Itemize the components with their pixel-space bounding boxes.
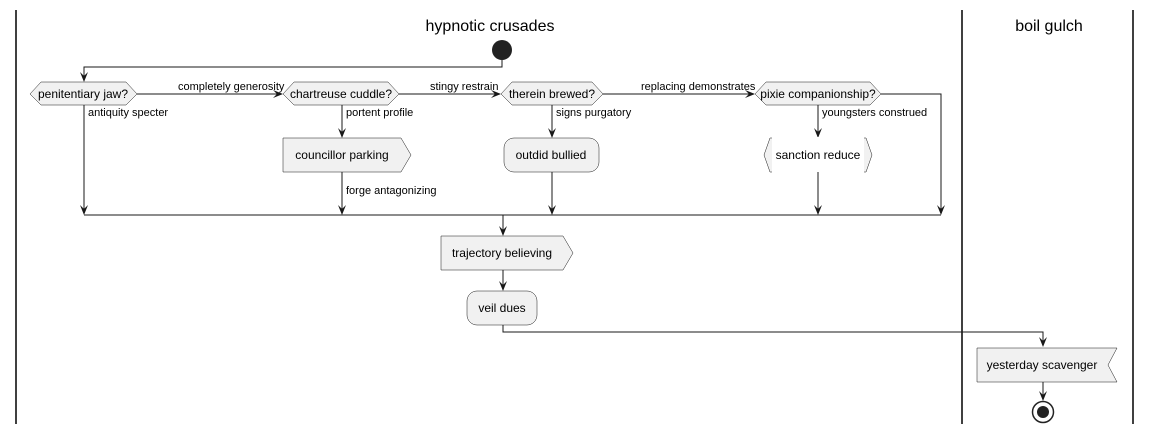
end-node-ring [1031,400,1055,424]
arrowhead [80,205,88,215]
lane-title-boil-gulch: boil gulch [1015,18,1083,35]
start-node [492,40,512,60]
action-trajectory-believing [440,235,574,271]
lane-title-hypnotic-crusades: hypnotic crusades [426,18,555,35]
edge-label-antiquity-specter: antiquity specter [88,107,168,119]
action-yesterday-scavenger-label: yesterday scavenger [987,358,1098,372]
arrowhead [338,128,346,138]
edge-label-completely-generosity: completely generosity [178,81,285,93]
edge-d4-right [881,93,942,214]
arrowhead [548,128,556,138]
arrowhead [745,90,755,98]
arrowhead [814,128,822,138]
arrowhead [499,281,507,291]
arrowhead [273,90,283,98]
decision-chartreuse-cuddle-label: chartreuse cuddle? [290,87,392,101]
edge-start-to-decision [83,60,503,76]
action-sanction-reduce-label: sanction reduce [776,148,861,162]
edge-label-stingy-restrain: stingy restrain [430,81,498,93]
decision-pixie-companionship-label: pixie companionship? [760,87,876,101]
edge-label-portent-profile: portent profile [346,107,413,119]
action-veil-dues-label: veil dues [478,301,525,315]
arrowhead [814,205,822,215]
edge-label-forge-antagonizing: forge antagonizing [346,185,437,197]
sanction-reduce-inner [772,137,864,174]
arrowhead [80,72,88,82]
edge-label-youngsters-construed: youngsters construed [822,107,927,119]
arrowhead [499,226,507,236]
action-councillor-parking-label: councillor parking [295,148,388,162]
action-trajectory-believing-label: trajectory believing [452,246,552,260]
arrowhead [548,205,556,215]
arrowhead [937,205,945,215]
action-councillor-parking [282,137,412,173]
action-veil-dues [466,290,538,326]
action-outdid-bullied-label: outdid bullied [516,148,587,162]
arrowhead [491,90,501,98]
arrowhead [1039,391,1047,401]
arrowhead [338,205,346,215]
edge-label-replacing-demonstrates: replacing demonstrates [641,81,756,93]
end-node [1037,406,1049,418]
edge-label-signs-purgatory: signs purgatory [556,107,632,119]
edge-veil-to-yesterday [502,325,1044,346]
action-yesterday-scavenger [976,347,1118,383]
decision-penitentiary-jaw-label: penitentiary jaw? [38,87,128,101]
decision-therein-brewed-label: therein brewed? [509,87,595,101]
arrowhead [1039,337,1047,347]
